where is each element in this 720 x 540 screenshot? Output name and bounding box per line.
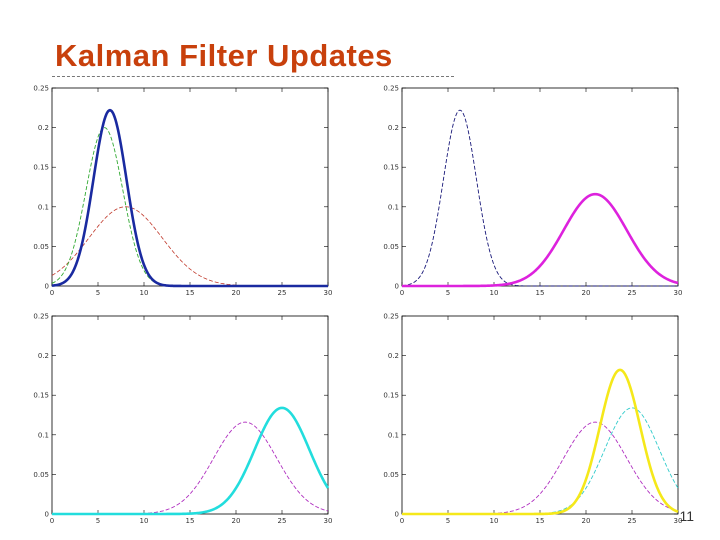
y-tick-label: 0.25 [383,313,399,321]
y-tick-label: 0.05 [383,243,399,251]
y-tick-label: 0.15 [383,164,399,172]
x-tick-label: 5 [96,517,100,525]
plot-top-right: 0 5 10 15 20 25 30 0 0.05 0.1 0.15 0.2 0.25 [383,85,682,298]
x-tick-label: 5 [446,289,450,297]
y-tick-label: 0 [395,511,399,519]
y-tick-label: 0.2 [38,124,49,132]
y-tick-label: 0 [45,283,49,291]
x-tick-label: 0 [50,289,54,297]
y-tick-label: 0.15 [383,392,399,400]
axes-frame [51,87,329,287]
x-tick-label: 5 [96,289,100,297]
plot-bottom-left: 0 5 10 15 20 25 30 0 0.05 0.1 0.15 0.2 0.25 [33,313,332,526]
y-tick-label: 0.1 [388,431,399,439]
x-tick-label: 10 [490,517,499,525]
y-tick-label: 0 [45,511,49,519]
slide-number: 11 [679,508,694,524]
y-tick-label: 0.2 [38,352,49,360]
y-tick-label: 0.25 [33,85,49,93]
x-tick-label: 25 [278,289,287,297]
y-tick-label: 0.1 [38,203,49,211]
y-tick-label: 0.25 [33,313,49,321]
x-tick-label: 0 [50,517,54,525]
x-tick-label: 25 [628,517,637,525]
x-tick-label: 0 [400,517,404,525]
plot-top-left: 0 5 10 15 20 25 30 0 0.05 0.1 0.15 0.2 0.25 [33,85,332,298]
x-tick-label: 30 [324,517,333,525]
axes-frame [51,315,329,515]
series-line [401,192,679,288]
y-tick-label: 0.2 [388,352,399,360]
x-tick-label: 30 [674,289,683,297]
y-tick-label: 0.05 [33,243,49,251]
y-tick-label: 0.1 [388,203,399,211]
x-tick-label: 20 [232,517,241,525]
axes-frame [401,87,679,287]
x-tick-label: 15 [186,289,195,297]
x-tick-label: 20 [582,517,591,525]
y-tick-label: 0.2 [388,124,399,132]
x-tick-label: 10 [140,289,149,297]
series-line [401,109,678,287]
series-line [51,406,330,516]
x-tick-label: 15 [536,517,545,525]
x-tick-label: 30 [674,517,683,525]
x-tick-label: 5 [446,517,450,525]
x-tick-label: 15 [536,289,545,297]
plot-bottom-right: 0 5 10 15 20 25 30 0 0.05 0.1 0.15 0.2 0.25 [383,313,682,526]
x-tick-label: 25 [628,289,637,297]
y-tick-label: 0.1 [38,431,49,439]
y-tick-label: 0.25 [383,85,399,93]
y-tick-label: 0 [395,283,399,291]
series-line [51,108,329,288]
x-tick-label: 30 [324,289,333,297]
series-line [401,368,679,516]
axes-frame [401,315,679,515]
y-tick-label: 0.15 [33,392,49,400]
x-tick-label: 0 [400,289,404,297]
x-tick-label: 20 [582,289,591,297]
x-tick-label: 15 [186,517,195,525]
x-tick-label: 10 [140,517,149,525]
x-tick-label: 10 [490,289,499,297]
x-tick-label: 20 [232,289,241,297]
slide-title: Kalman Filter Updates [55,38,393,73]
y-tick-label: 0.05 [383,471,399,479]
y-tick-label: 0.05 [33,471,49,479]
title-underline [52,76,454,77]
x-tick-label: 25 [278,517,287,525]
y-tick-label: 0.15 [33,164,49,172]
